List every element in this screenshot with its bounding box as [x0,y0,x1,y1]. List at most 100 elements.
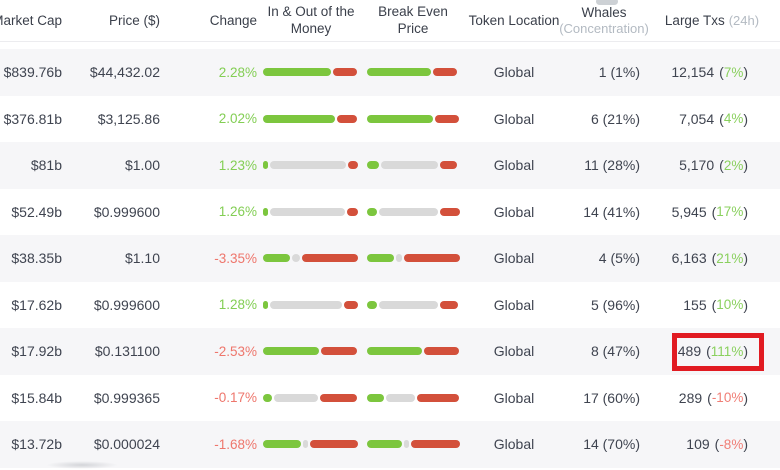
price-value: $3,125.86 [97,110,160,127]
large-txs-percent: 17% [716,204,744,220]
whales-value: 17 (60%) [583,389,640,406]
header-whales[interactable]: Whales (Concentration) [559,0,649,41]
price-value: $0.131100 [94,343,160,360]
scrollbar-fragment[interactable] [596,0,618,5]
header-large-txs-sublabel: (24h) [728,13,760,28]
break-even-price-bar [367,393,460,402]
change-value: 2.02% [218,111,257,127]
in-out-of-money-bar [263,300,358,309]
large-txs-percent: 21% [716,250,744,266]
token-location-value: Global [493,296,535,313]
header-change-label: Change [209,13,257,28]
header-price[interactable]: Price ($) [70,0,165,41]
table-row[interactable]: $13.72b $0.000024 -1.68% Global 14 (70%)… [0,421,780,468]
large-txs-count: 5,945 [671,203,707,220]
in-out-of-money-bar [263,440,358,449]
large-txs-value: 6,163(21%) [671,250,748,267]
large-txs-value: 5,170(2%) [679,157,748,174]
table-row[interactable]: $376.81b $3,125.86 2.02% Global 6 (21%) … [0,96,780,143]
in-out-of-money-bar [263,207,358,216]
change-value: 1.23% [218,157,257,173]
in-out-of-money-bar [263,254,358,263]
break-even-price-bar [367,68,460,77]
market-cap-value: $17.92b [11,343,62,360]
table-row[interactable]: $81b $1.00 1.23% Global 11 (28%) 5,170(2… [0,142,780,189]
large-txs-value: 7,054(4%) [679,110,748,127]
large-txs-value: 289(-10%) [678,389,748,406]
large-txs-percent: 2% [723,157,744,173]
table-row[interactable]: $52.49b $0.999600 1.26% Global 14 (41%) … [0,189,780,236]
table-row[interactable]: $15.84b $0.999365 -0.17% Global 17 (60%)… [0,375,780,422]
break-even-price-bar [367,440,460,449]
token-location-value: Global [493,64,535,81]
change-value: -1.68% [214,436,257,452]
header-break-even[interactable]: Break Even Price [362,0,464,41]
large-txs-count: 5,170 [679,157,715,174]
price-value: $1.10 [124,250,160,267]
whales-value: 14 (70%) [583,436,640,453]
large-txs-value: 12,154(7%) [671,64,748,81]
market-cap-value: $17.62b [11,296,62,313]
large-txs-percent: -10% [711,390,744,406]
break-even-price-bar [367,161,460,170]
table-row[interactable]: $17.62b $0.999600 1.28% Global 5 (96%) 1… [0,282,780,329]
table-row[interactable]: $839.76b $44,432.02 2.28% Global 1 (1%) … [0,49,780,96]
header-large-txs[interactable]: Large Txs (24h) [644,0,780,41]
change-value: -0.17% [214,390,257,406]
large-txs-count: 6,163 [671,250,707,267]
market-cap-value: $81b [30,157,62,174]
market-cap-value: $13.72b [11,436,62,453]
header-whales-label: Whales [581,4,627,20]
table-row[interactable]: $38.35b $1.10 -3.35% Global 4 (5%) 6,163… [0,235,780,282]
header-change[interactable]: Change [165,0,260,41]
header-market-cap-label: Market Cap [0,13,62,28]
header-in-out-money[interactable]: In & Out of the Money [260,0,362,41]
token-location-value: Global [493,110,535,127]
header-token-location[interactable]: Token Location [464,0,564,41]
token-location-value: Global [493,389,535,406]
large-txs-value: 489(111%) [677,343,748,360]
large-txs-percent: 7% [723,64,744,80]
token-location-value: Global [493,343,535,360]
large-txs-count: 155 [683,296,707,313]
table-row[interactable]: $17.92b $0.131100 -2.53% Global 8 (47%) … [0,328,780,375]
header-price-label: Price ($) [108,13,160,28]
token-location-value: Global [493,157,535,174]
table-header: Market Cap Price ($) Change In & Out of … [0,0,780,42]
large-txs-percent: 10% [716,297,744,313]
whales-value: 4 (5%) [598,250,640,267]
price-value: $0.999600 [93,203,160,220]
break-even-price-bar [367,300,460,309]
in-out-of-money-bar [263,161,358,170]
shadow-smudge [46,461,118,469]
break-even-price-bar [367,114,460,123]
header-token-location-label: Token Location [468,13,560,28]
break-even-price-bar [367,347,460,356]
header-break-even-label: Break Even Price [378,3,448,36]
whales-value: 5 (96%) [590,296,640,313]
large-txs-count: 109 [686,436,710,453]
table-body: $839.76b $44,432.02 2.28% Global 1 (1%) … [0,49,780,468]
change-value: 2.28% [218,64,257,80]
large-txs-percent: 111% [710,343,744,359]
header-spacer [0,42,780,49]
large-txs-count: 7,054 [679,110,715,127]
break-even-price-bar [367,254,460,263]
price-value: $0.000024 [93,436,160,453]
whales-value: 1 (1%) [598,64,640,81]
token-location-value: Global [493,436,535,453]
market-cap-value: $38.35b [11,250,62,267]
header-market-cap[interactable]: Market Cap [0,0,70,41]
whales-value: 11 (28%) [584,157,640,174]
header-large-txs-label: Large Txs [664,13,725,28]
market-cap-value: $15.84b [11,389,62,406]
large-txs-count: 12,154 [671,64,715,81]
in-out-of-money-bar [263,114,358,123]
in-out-of-money-bar [263,347,358,356]
large-txs-count: 289 [678,389,703,406]
change-value: 1.26% [218,204,257,220]
price-value: $0.999600 [93,296,160,313]
header-whales-sublabel: (Concentration) [559,20,649,36]
market-cap-value: $52.49b [11,203,62,220]
